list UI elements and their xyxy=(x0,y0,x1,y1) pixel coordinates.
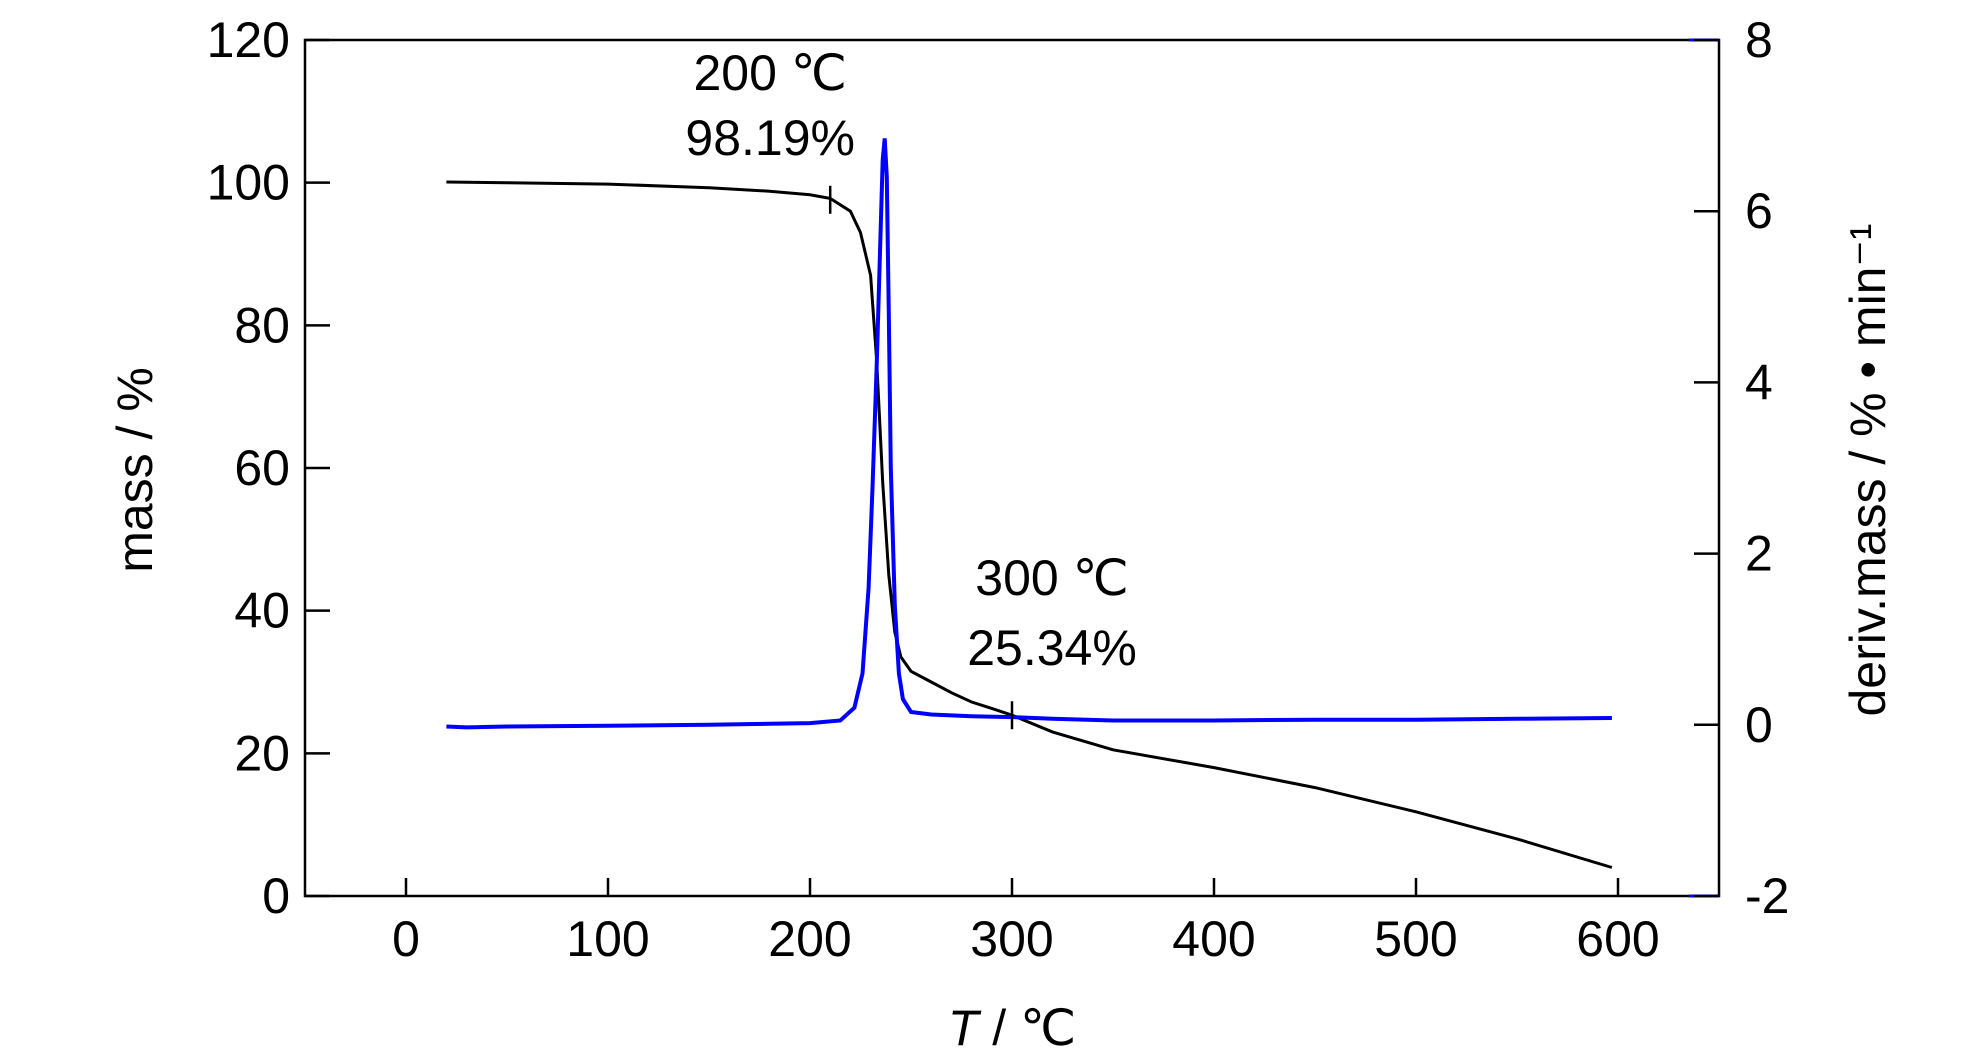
right-y-axis-title: deriv.mass / % • min⁻¹ xyxy=(1840,223,1896,716)
right-y-tick-label: 6 xyxy=(1745,183,1773,239)
left-y-axis-ticks: 0 20 40 60 80 100 120 xyxy=(207,12,330,924)
right-y-tick-label: 4 xyxy=(1745,354,1773,410)
x-tick-label: 100 xyxy=(566,911,649,967)
left-y-tick-label: 40 xyxy=(234,583,290,639)
right-y-axis-ticks: -2 0 2 4 6 8 xyxy=(1694,12,1789,924)
x-tick-label: 300 xyxy=(970,911,1053,967)
x-axis-title-symbol: T xyxy=(948,1000,982,1055)
plot-frame xyxy=(303,38,1721,898)
right-y-tick-label: 8 xyxy=(1745,12,1773,68)
left-y-tick-label: 120 xyxy=(207,12,290,68)
left-y-axis-title: mass / % xyxy=(107,367,163,573)
right-y-tick-label: 2 xyxy=(1745,526,1773,582)
left-y-tick-label: 20 xyxy=(234,725,290,781)
annotation-mass: 25.34% xyxy=(967,620,1137,676)
annotation-temperature: 200 ℃ xyxy=(693,45,846,101)
x-tick-label: 200 xyxy=(768,911,851,967)
deriv-series-line xyxy=(446,138,1612,730)
left-y-tick-label: 60 xyxy=(234,440,290,496)
left-y-tick-label: 80 xyxy=(234,297,290,353)
right-y-tick-label: -2 xyxy=(1745,868,1789,924)
x-tick-label: 400 xyxy=(1172,911,1255,967)
right-y-tick-label: 0 xyxy=(1745,697,1773,753)
left-y-tick-label: 100 xyxy=(207,155,290,211)
annotations: 200 ℃ 98.19% 300 ℃ 25.34% xyxy=(685,45,1137,730)
x-tick-label: 600 xyxy=(1576,911,1659,967)
x-axis-title-unit: / ℃ xyxy=(978,1000,1076,1055)
x-tick-label: 0 xyxy=(392,911,420,967)
annotation-mass: 98.19% xyxy=(685,110,855,166)
annotation-temperature: 300 ℃ xyxy=(975,550,1128,606)
x-axis-ticks: 0 100 200 300 400 500 600 xyxy=(392,878,1660,967)
left-y-tick-label: 0 xyxy=(262,868,290,924)
x-axis-title: T / ℃ xyxy=(948,1000,1076,1055)
mass-series-line xyxy=(446,180,1613,869)
x-tick-label: 500 xyxy=(1374,911,1457,967)
